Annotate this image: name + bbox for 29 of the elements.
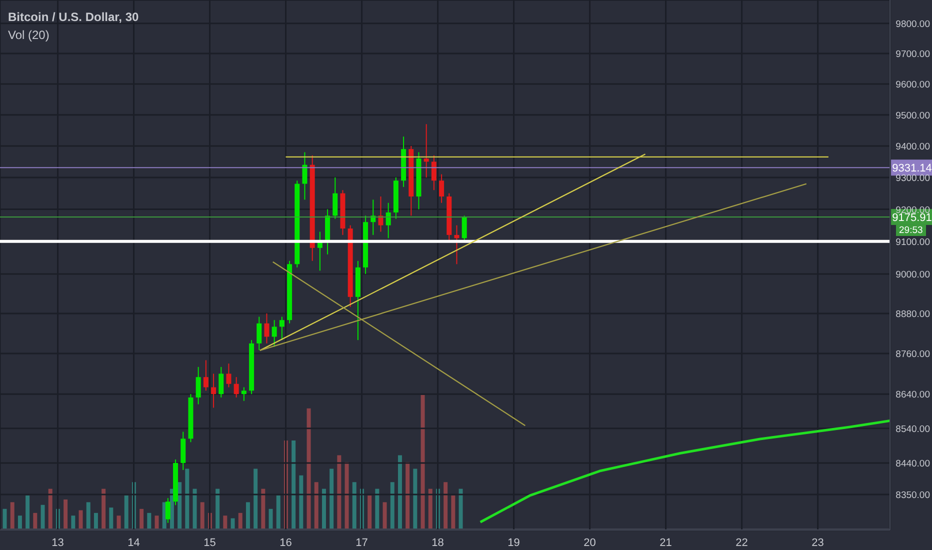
x-tick-label: 23 bbox=[812, 536, 824, 549]
x-tick-label: 20 bbox=[584, 536, 596, 549]
x-tick-label: 22 bbox=[736, 536, 748, 549]
y-tick-label: 8350.00 bbox=[896, 490, 930, 502]
x-tick-label: 18 bbox=[432, 536, 444, 549]
ref-line-label: 9331.14 bbox=[892, 162, 932, 175]
y-tick-label: 8540.00 bbox=[896, 424, 930, 435]
x-tick-label: 21 bbox=[660, 536, 672, 549]
y-tick-label: 9800.00 bbox=[896, 18, 930, 30]
text: Bitcoin / U.S. Dollar, 30 bbox=[8, 10, 139, 24]
y-tick-label: 9300.00 bbox=[896, 172, 930, 184]
x-tick-label: 15 bbox=[204, 536, 216, 549]
x-tick-label: 19 bbox=[508, 536, 520, 549]
y-tick-label: 8640.00 bbox=[896, 390, 930, 401]
y-tick-label: 9700.00 bbox=[896, 49, 930, 60]
x-tick-label: 13 bbox=[52, 536, 64, 549]
y-tick-label: 8880.00 bbox=[896, 308, 930, 320]
chart-title: Vol (20) bbox=[8, 28, 50, 42]
y-tick-label: 9600.00 bbox=[896, 80, 930, 91]
y-tick-label: 8760.00 bbox=[896, 348, 930, 360]
y-tick-label: 9100.00 bbox=[896, 236, 930, 248]
text: 29:53 bbox=[896, 224, 926, 236]
x-tick-label: 17 bbox=[356, 536, 368, 549]
y-tick-label: 9400.00 bbox=[896, 141, 930, 152]
x-tick-label: 14 bbox=[128, 536, 140, 549]
y-tick-label: 9000.00 bbox=[896, 269, 930, 280]
y-tick-label: 8440.00 bbox=[896, 458, 930, 470]
y-tick-label: 9500.00 bbox=[896, 110, 930, 122]
x-tick-label: 16 bbox=[280, 536, 292, 549]
